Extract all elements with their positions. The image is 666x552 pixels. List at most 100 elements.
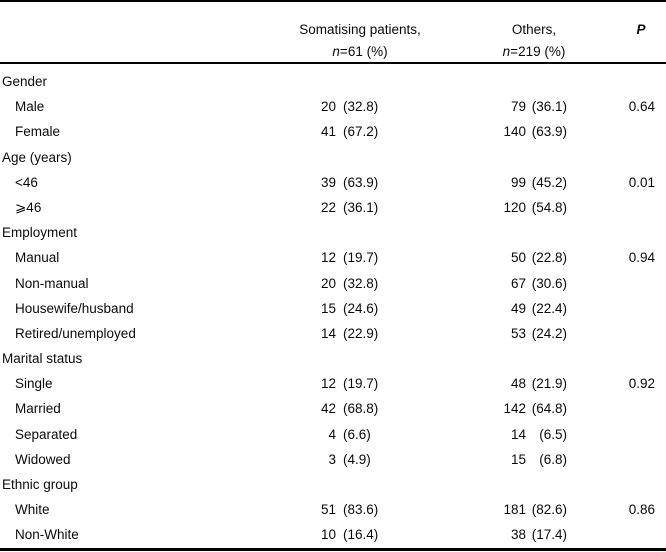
somatising-percent-cell: (19.7): [343, 376, 379, 392]
p-value-cell: [567, 422, 666, 447]
others-count-cell: [486, 145, 526, 170]
row-label: Single: [15, 376, 53, 392]
column-gap: [390, 69, 486, 94]
row-label: Housewife/husband: [15, 300, 134, 316]
p-value-cell: [567, 220, 666, 245]
row-label: Non-White: [15, 527, 79, 543]
p-value-cell: [567, 119, 666, 144]
p-value-cell: [567, 447, 666, 472]
table-row: Retired/unemployed 14 (22.9) 53 (24.2): [0, 321, 666, 346]
column-gap: [390, 447, 486, 472]
column-gap: [390, 371, 486, 396]
p-value-cell: 0.92: [628, 376, 655, 392]
others-percent-cell: (6.5): [539, 426, 567, 442]
row-label: <46: [15, 174, 38, 190]
table-row: ⩾46 22 (36.1) 120 (54.8): [0, 195, 666, 220]
header-somatising-line1: Somatising patients,: [299, 22, 421, 37]
somatising-count-cell: 22: [320, 199, 336, 215]
somatising-count-cell: 20: [320, 275, 336, 291]
p-value-cell: [567, 271, 666, 296]
others-percent-cell: (30.6): [531, 275, 567, 291]
column-gap: [390, 396, 486, 421]
others-percent-cell: (17.4): [531, 527, 567, 543]
others-count-cell: 15: [510, 451, 526, 467]
p-value-cell: 0.86: [628, 502, 655, 518]
column-gap: [390, 346, 486, 371]
others-count-cell: 142: [503, 401, 526, 417]
column-gap: [390, 245, 486, 270]
header-somatising-count: =61 (%): [339, 44, 388, 59]
somatising-count-cell: [296, 145, 336, 170]
others-percent-cell: (24.2): [531, 325, 567, 341]
others-count-cell: 14: [510, 426, 526, 442]
somatising-count-cell: [296, 346, 336, 371]
others-count-cell: 48: [510, 376, 526, 392]
row-label: Non-manual: [15, 275, 89, 291]
others-percent-cell: (6.8): [539, 451, 567, 467]
table-top-rule: [0, 0, 666, 2]
somatising-count-cell: 42: [320, 401, 336, 417]
table-row: Non-manual 20 (32.8) 67 (30.6): [0, 271, 666, 296]
row-label: Separated: [15, 426, 78, 442]
row-label: Marital status: [2, 351, 83, 367]
others-count-cell: 50: [510, 250, 526, 266]
column-gap: [390, 220, 486, 245]
p-value-cell: [567, 145, 666, 170]
header-others: Others, n=219 (%): [503, 19, 566, 63]
row-label: Retired/unemployed: [15, 325, 136, 341]
somatising-count-cell: 51: [320, 502, 336, 518]
row-label: Widowed: [15, 451, 71, 467]
others-percent-cell: [526, 145, 567, 170]
somatising-percent-cell: [336, 145, 390, 170]
others-count-cell: 67: [510, 275, 526, 291]
table-row: Non-White 10 (16.4) 38 (17.4): [0, 522, 666, 547]
row-label: Male: [15, 99, 45, 115]
header-underline-rule: [0, 62, 666, 64]
somatising-percent-cell: (4.9): [343, 451, 371, 467]
column-gap: [390, 472, 486, 497]
column-gap: [390, 497, 486, 522]
somatising-percent-cell: [336, 69, 390, 94]
header-others-line2: n=219 (%): [503, 41, 566, 63]
p-value-cell: [567, 69, 666, 94]
somatising-count-cell: 4: [328, 426, 336, 442]
others-percent-cell: (22.8): [531, 250, 567, 266]
somatising-percent-cell: (22.9): [343, 325, 379, 341]
others-count-cell: 38: [510, 527, 526, 543]
p-value-cell: [567, 472, 666, 497]
column-gap: [390, 321, 486, 346]
row-label: Manual: [15, 250, 60, 266]
row-label: Gender: [2, 74, 48, 89]
table-row: White 51 (83.6) 181 (82.6) 0.86: [0, 497, 666, 522]
p-value-cell: [567, 396, 666, 421]
somatising-count-cell: 41: [320, 124, 336, 140]
others-count-cell: [486, 346, 526, 371]
others-percent-cell: (54.8): [531, 199, 567, 215]
table-row: <46 39 (63.9) 99 (45.2) 0.01: [0, 170, 666, 195]
somatising-percent-cell: (19.7): [343, 250, 379, 266]
somatising-count-cell: 14: [320, 325, 336, 341]
column-gap: [390, 94, 486, 119]
table-row: Age (years): [0, 145, 666, 170]
column-gap: [390, 422, 486, 447]
others-percent-cell: (36.1): [531, 99, 567, 115]
p-value-cell: 0.01: [628, 174, 655, 190]
others-percent-cell: (21.9): [531, 376, 567, 392]
somatising-count-cell: 39: [320, 174, 336, 190]
table-row: Manual 12 (19.7) 50 (22.8) 0.94: [0, 245, 666, 270]
table-row: Employment: [0, 220, 666, 245]
somatising-percent-cell: (24.6): [343, 300, 379, 316]
header-somatising-line2: n=61 (%): [299, 41, 421, 63]
table-row: Single 12 (19.7) 48 (21.9) 0.92: [0, 371, 666, 396]
column-gap: [390, 195, 486, 220]
n-symbol: n: [502, 44, 511, 59]
others-percent-cell: (45.2): [531, 174, 567, 190]
column-gap: [390, 170, 486, 195]
p-value-cell: [567, 296, 666, 321]
p-value-cell: [567, 195, 666, 220]
n-symbol: n: [332, 44, 340, 59]
column-gap: [390, 119, 486, 144]
header-p-value: P: [636, 22, 646, 37]
somatising-percent-cell: [336, 220, 390, 245]
column-gap: [390, 271, 486, 296]
